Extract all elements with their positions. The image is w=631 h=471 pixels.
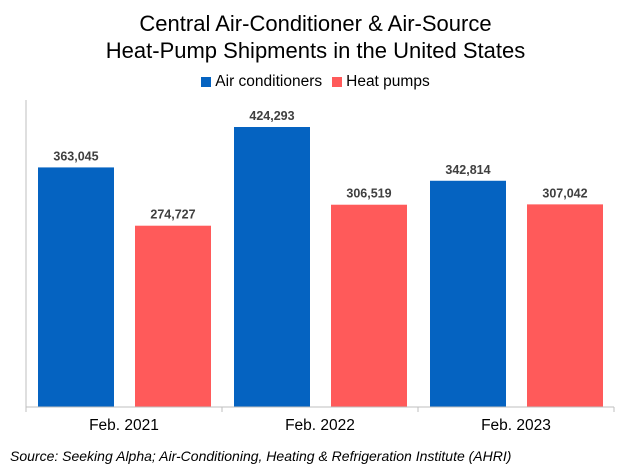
- bar-heat-pumps-1: [331, 204, 407, 407]
- data-label-air-conditioners-1: 424,293: [249, 109, 294, 123]
- bar-air-conditioners-0: [38, 167, 114, 407]
- data-label-heat-pumps-2: 307,042: [542, 186, 587, 200]
- legend-label-air-conditioners: Air conditioners: [215, 73, 323, 90]
- bar-heat-pumps-2: [527, 204, 603, 407]
- data-label-air-conditioners-0: 363,045: [53, 149, 98, 163]
- bar-air-conditioners-2: [430, 180, 506, 407]
- x-tick-label-0: Feb. 2021: [89, 417, 159, 434]
- source-note: Source: Seeking Alpha; Air-Conditioning,…: [10, 448, 512, 464]
- legend: Air conditioners Heat pumps: [0, 73, 631, 91]
- data-label-heat-pumps-1: 306,519: [346, 187, 391, 201]
- legend-swatch-heat-pumps: [332, 77, 343, 87]
- legend-swatch-air-conditioners: [201, 77, 212, 87]
- chart-title-line-1: Central Air-Conditioner & Air-Source: [139, 11, 492, 36]
- bar-heat-pumps-0: [135, 225, 211, 407]
- legend-item-air-conditioners: Air conditioners: [201, 73, 322, 91]
- chart-title-line-2: Heat-Pump Shipments in the United States: [105, 38, 526, 63]
- x-tick-label-1: Feb. 2022: [285, 417, 355, 434]
- data-label-heat-pumps-0: 274,727: [150, 208, 195, 222]
- bar-air-conditioners-1: [234, 127, 310, 407]
- x-tick-label-2: Feb. 2023: [481, 417, 551, 434]
- legend-label-heat-pumps: Heat pumps: [346, 73, 430, 90]
- legend-item-heat-pumps: Heat pumps: [332, 73, 430, 91]
- data-label-air-conditioners-2: 342,814: [445, 163, 490, 177]
- chart-title: Central Air-Conditioner & Air-Source Hea…: [0, 10, 631, 64]
